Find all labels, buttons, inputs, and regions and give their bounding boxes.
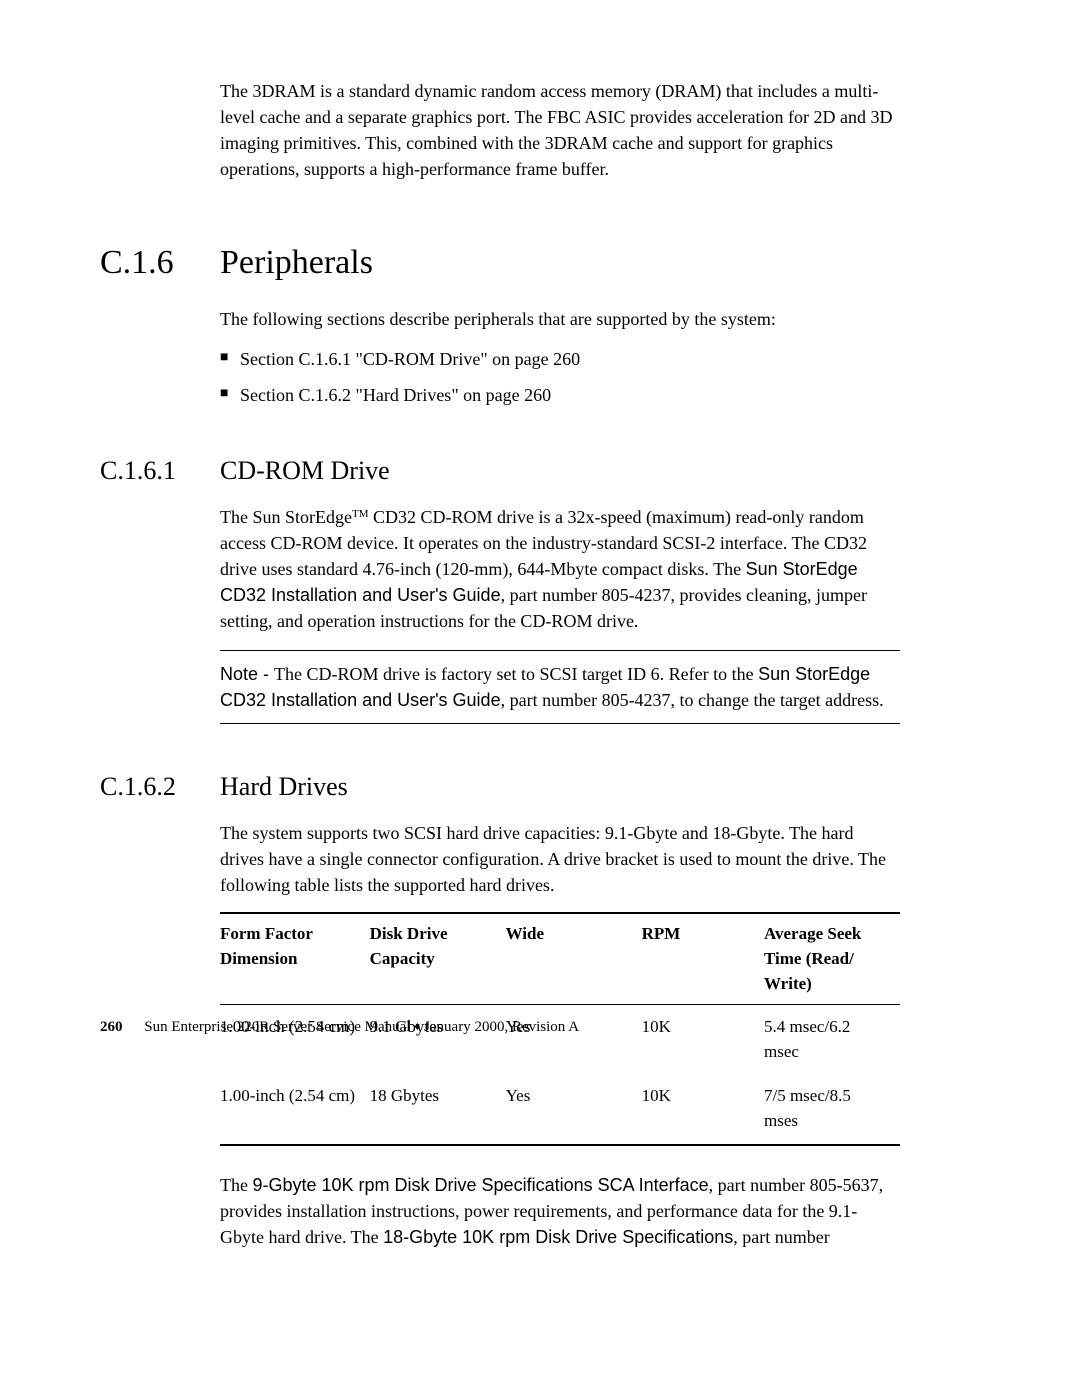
cell-capacity: 9.1 Gbytes xyxy=(370,1005,506,1075)
section-c162-intro: The system supports two SCSI hard drive … xyxy=(220,820,900,898)
col-header-wide: Wide xyxy=(506,913,642,1004)
text-run: , part number xyxy=(733,1227,829,1247)
section-heading-c16: C.1.6 Peripherals xyxy=(100,238,980,287)
cell-wide: Yes xyxy=(506,1005,642,1075)
cell-seek: 7/5 msec/8.5 mses xyxy=(764,1074,900,1144)
cell-seek: 5.4 msec/6.2 msec xyxy=(764,1005,900,1075)
page-number: 260 xyxy=(100,1019,123,1035)
note-text: The CD-ROM drive is factory set to SCSI … xyxy=(274,664,758,684)
section-number: C.1.6.2 xyxy=(100,768,220,806)
section-c16-intro: The following sections describe peripher… xyxy=(220,306,900,332)
cell-capacity: 18 Gbytes xyxy=(370,1074,506,1144)
footer-text: January 2000, Revision A xyxy=(420,1019,579,1035)
section-title: Peripherals xyxy=(220,238,373,287)
table-header-row: Form Factor Dimension Disk Drive Capacit… xyxy=(220,913,900,1004)
cell-wide: Yes xyxy=(506,1074,642,1144)
cited-doc-title: 18-Gbyte 10K rpm Disk Drive Specificatio… xyxy=(383,1227,733,1247)
note-block: Note - The CD-ROM drive is factory set t… xyxy=(220,650,900,724)
section-c161-paragraph: The Sun StorEdgeTM CD32 CD-ROM drive is … xyxy=(220,504,900,634)
text-run: The Sun StorEdge xyxy=(220,507,352,527)
cited-doc-title: 9-Gbyte 10K rpm Disk Drive Specification… xyxy=(252,1175,708,1195)
page-footer: 260 Sun Enterprise 220R Server Service M… xyxy=(100,1017,579,1039)
note-label: Note - xyxy=(220,664,274,684)
trademark-symbol: TM xyxy=(352,508,369,520)
col-header-form-factor: Form Factor Dimension xyxy=(220,913,370,1004)
square-bullet-icon: ■ xyxy=(220,382,240,408)
section-title: Hard Drives xyxy=(220,768,348,806)
intro-paragraph: The 3DRAM is a standard dynamic random a… xyxy=(220,78,900,182)
list-item: ■ Section C.1.6.1 "CD-ROM Drive" on page… xyxy=(220,346,900,372)
col-header-capacity: Disk Drive Capacity xyxy=(370,913,506,1004)
list-item-text: Section C.1.6.1 "CD-ROM Drive" on page 2… xyxy=(240,346,900,372)
cell-form-factor: 1.00-inch (2.54 cm) xyxy=(220,1074,370,1144)
section-number: C.1.6.1 xyxy=(100,452,220,490)
bullet-list: ■ Section C.1.6.1 "CD-ROM Drive" on page… xyxy=(220,346,900,408)
text-run: The xyxy=(220,1175,252,1195)
table-row: 1.00-inch (2.54 cm) 9.1 Gbytes Yes 10K 5… xyxy=(220,1005,900,1075)
section-heading-c162: C.1.6.2 Hard Drives xyxy=(100,768,980,806)
cell-rpm: 10K xyxy=(642,1074,764,1144)
note-text: , part number 805-4237, to change the ta… xyxy=(501,690,884,710)
table-row: 1.00-inch (2.54 cm) 18 Gbytes Yes 10K 7/… xyxy=(220,1074,900,1144)
footer-text: Sun Enterprise 220R Server Service Manua… xyxy=(144,1019,414,1035)
col-header-rpm: RPM xyxy=(642,913,764,1004)
cell-rpm: 10K xyxy=(642,1005,764,1075)
section-heading-c161: C.1.6.1 CD-ROM Drive xyxy=(100,452,980,490)
cell-form-factor: 1.00-inch (2.54 cm) xyxy=(220,1005,370,1075)
section-title: CD-ROM Drive xyxy=(220,452,390,490)
list-item: ■ Section C.1.6.2 "Hard Drives" on page … xyxy=(220,382,900,408)
list-item-text: Section C.1.6.2 "Hard Drives" on page 26… xyxy=(240,382,900,408)
col-header-seek: Average Seek Time (Read/ Write) xyxy=(764,913,900,1004)
section-number: C.1.6 xyxy=(100,238,220,287)
square-bullet-icon: ■ xyxy=(220,346,240,372)
section-c162-closing: The 9-Gbyte 10K rpm Disk Drive Specifica… xyxy=(220,1172,900,1250)
